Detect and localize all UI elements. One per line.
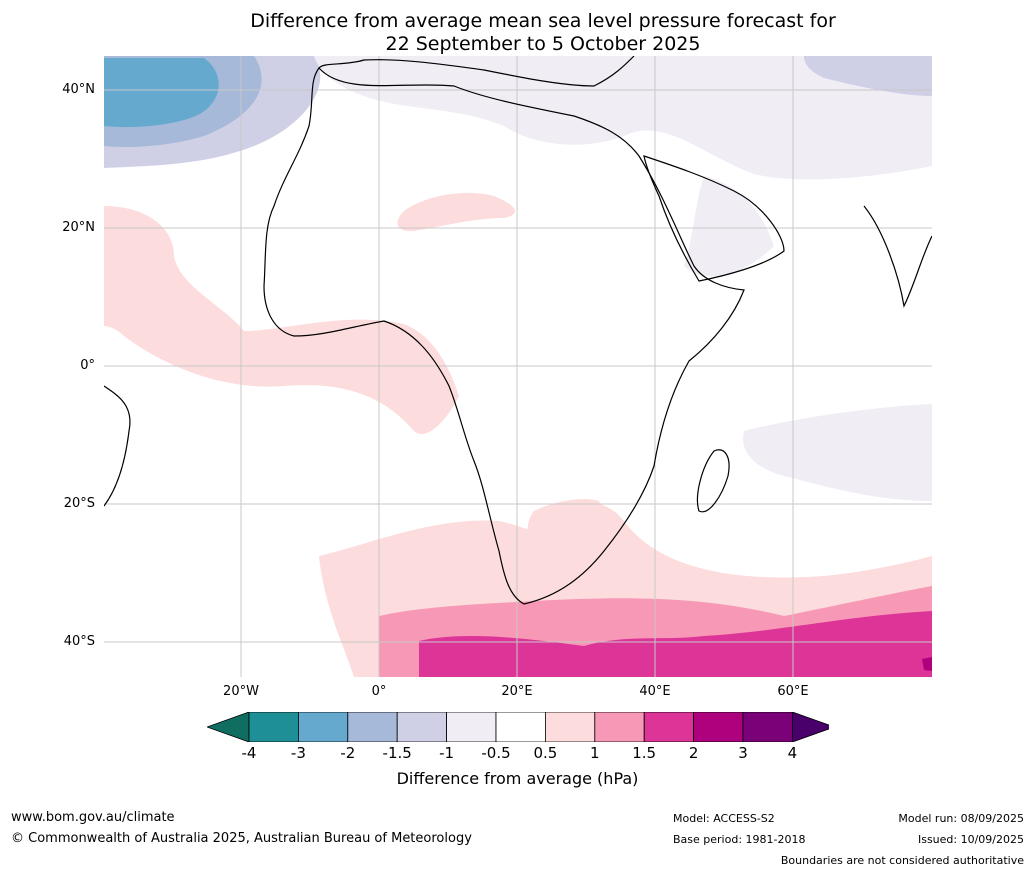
anomaly-neg-asia (804, 56, 932, 96)
lon-label-40e: 40°E (639, 684, 671, 699)
colorbar-tick-label: -3 (290, 744, 306, 762)
coast-south-america (104, 385, 131, 507)
anomaly-neg-arabia (684, 176, 774, 277)
title-line-2: 22 September to 5 October 2025 (385, 33, 701, 55)
colorbar-cell (298, 712, 349, 742)
lon-label-60e: 60°E (777, 684, 809, 699)
anomaly-pos-southern-africa (527, 499, 604, 585)
colorbar-cell (742, 712, 793, 742)
anomaly-pos-southern-strong (419, 611, 932, 677)
coast-arabia (643, 155, 785, 282)
title-line-1: Difference from average mean sea level p… (250, 10, 836, 32)
chart-title: Difference from average mean sea level p… (0, 10, 1035, 56)
colorbar (207, 712, 829, 742)
footer-boundaries-note: Boundaries are not considered authoritat… (780, 854, 1024, 867)
colorbar-tick-label: 2 (688, 744, 699, 762)
lon-label-20w: 20°W (223, 684, 259, 699)
colorbar-cell (248, 712, 299, 742)
colorbar-cell (347, 712, 398, 742)
lat-label-40s: 40°S (63, 634, 95, 649)
colorbar-tick-label: -4 (241, 744, 257, 762)
lat-label-0: 0° (80, 358, 95, 373)
colorbar-tick-label: 1 (590, 744, 600, 762)
colorbar-cell (446, 712, 497, 742)
anomaly-pos-southern-max (922, 657, 932, 671)
colorbar-tick-label: 4 (787, 744, 798, 762)
colorbar-tick-label: -0.5 (481, 744, 511, 762)
anomaly-neg-indian-ocean (743, 404, 932, 501)
colorbar-extend-high (792, 712, 829, 742)
colorbar-tick-label: -2 (340, 744, 356, 762)
coast-india (863, 205, 932, 308)
anomaly-neg-mediterranean (314, 56, 932, 180)
coast-madagascar (696, 449, 730, 513)
lat-label-40n: 40°N (62, 82, 95, 97)
map-svg (104, 56, 932, 677)
colorbar-cell (544, 712, 596, 742)
coast-africa (263, 67, 745, 605)
lon-label-0: 0° (371, 684, 387, 699)
colorbar-tick-label: -1.5 (382, 744, 412, 762)
colorbar-tick-label: 0.5 (533, 744, 558, 762)
pressure-anomaly-map (104, 56, 932, 677)
lat-label-20n: 20°N (62, 220, 95, 235)
coastlines (104, 56, 932, 605)
colorbar-cell (495, 712, 546, 742)
anomaly-pos-tropical-atlantic (104, 206, 459, 435)
anomaly-pos-sahara (397, 192, 515, 232)
colorbar-tick-label: 3 (738, 744, 748, 762)
footer-base-period: Base period: 1981-2018 (673, 833, 806, 846)
colorbar-tick-label: -1 (439, 744, 455, 762)
footer-copyright: © Commonwealth of Australia 2025, Austra… (11, 831, 472, 846)
lon-label-20e: 20°E (501, 684, 533, 699)
colorbar-extend-low (207, 712, 250, 742)
colorbar-title: Difference from average (hPa) (396, 769, 639, 788)
footer-issued: Issued: 10/09/2025 (917, 833, 1024, 846)
colorbar-cell (594, 712, 645, 742)
lat-label-20s: 20°S (63, 496, 95, 511)
colorbar-tick-label: 1.5 (632, 744, 657, 762)
colorbar-cell (396, 712, 447, 742)
colorbar-cell (693, 712, 744, 742)
footer-model: Model: ACCESS-S2 (673, 812, 775, 825)
coast-europe (318, 56, 635, 87)
footer-website[interactable]: www.bom.gov.au/climate (11, 810, 175, 825)
footer-model-run: Model run: 08/09/2025 (898, 812, 1024, 825)
colorbar-cell (643, 712, 695, 742)
anomaly-neg-atlantic-inner (104, 58, 219, 128)
